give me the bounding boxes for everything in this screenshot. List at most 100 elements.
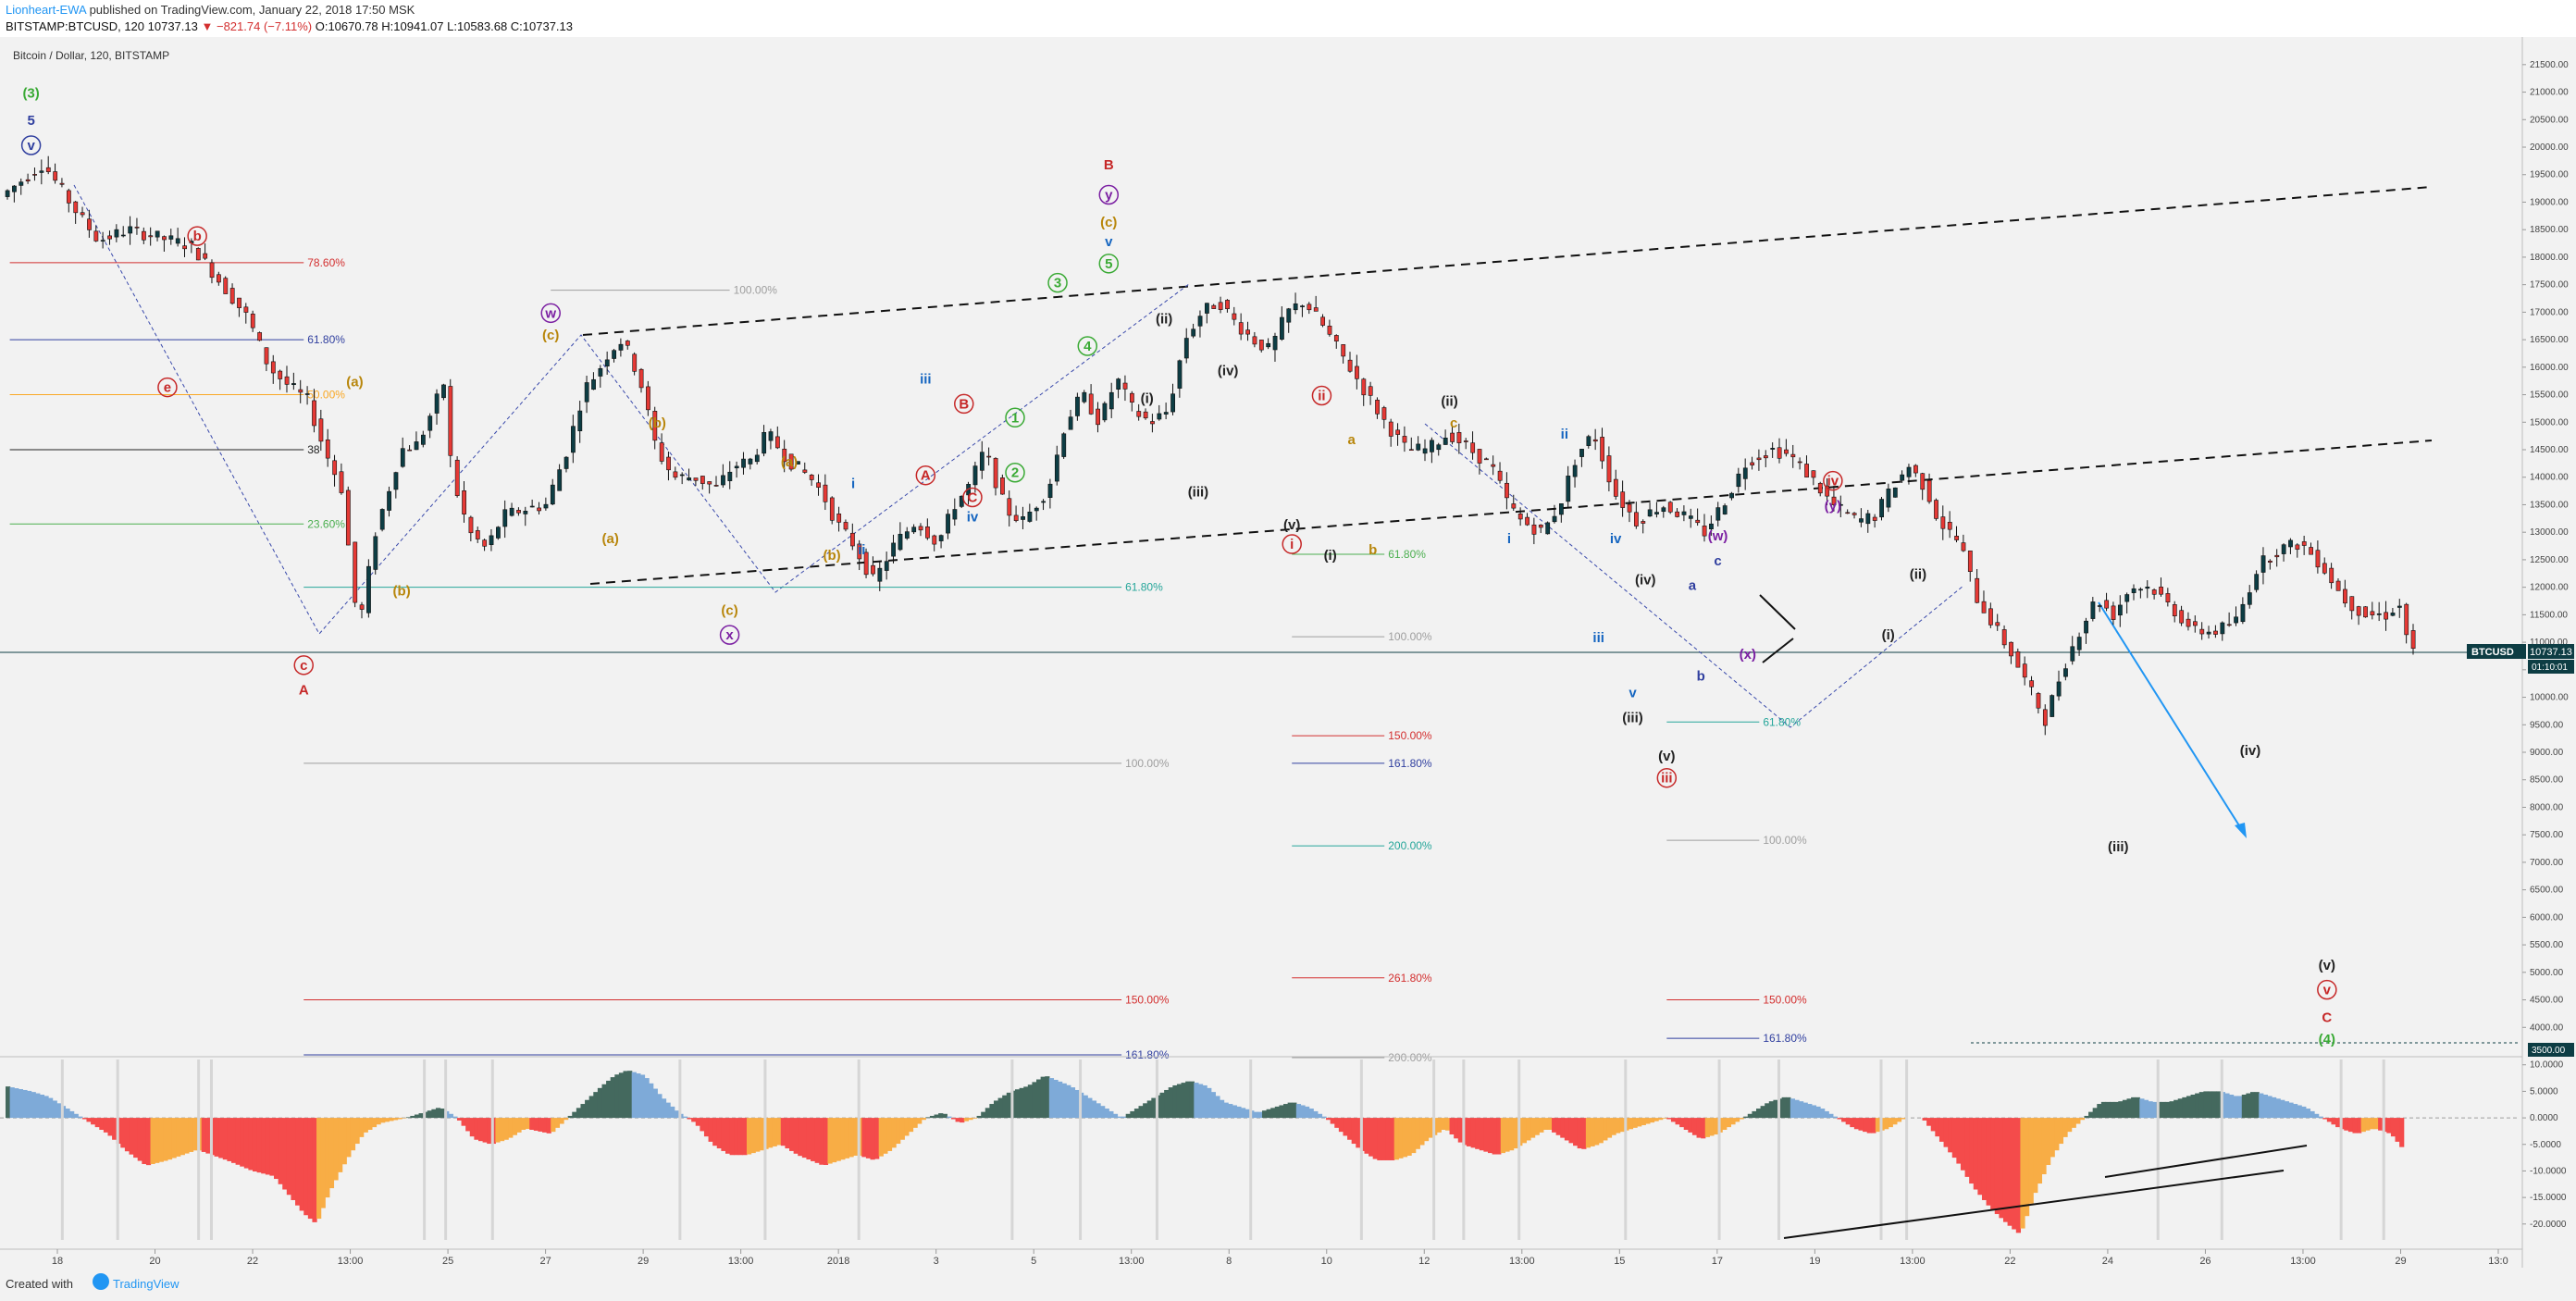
osc-bar	[2050, 1118, 2055, 1158]
osc-bar	[2037, 1118, 2043, 1184]
candle-body	[2036, 693, 2041, 709]
wave-label: 2	[1011, 465, 1019, 481]
osc-bar	[861, 1118, 867, 1158]
candle-body	[2322, 563, 2327, 574]
candle-body	[2097, 605, 2102, 607]
candle-body	[1906, 466, 1912, 477]
wave-label: ii	[858, 542, 865, 558]
candle-body	[414, 441, 419, 451]
candle-body	[1211, 304, 1217, 309]
candle-body	[2376, 613, 2382, 615]
osc-bar	[934, 1114, 939, 1119]
candle-body	[1695, 519, 1701, 524]
candle-body	[679, 474, 685, 477]
osc-bar	[2344, 1118, 2349, 1131]
price-chart[interactable]: 78.60%61.80%50.00%3823.60%61.80%100.00%1…	[0, 37, 2576, 1268]
candle-body	[1300, 305, 1305, 307]
osc-bar	[291, 1118, 296, 1200]
candle-body	[1790, 453, 1796, 458]
candle-body	[284, 376, 290, 385]
candle-body	[1150, 421, 1155, 425]
osc-bar	[2216, 1091, 2222, 1119]
osc-bar	[2058, 1118, 2064, 1145]
osc-bar	[921, 1118, 926, 1121]
osc-bar	[1662, 1118, 1667, 1119]
osc-bar	[1922, 1118, 1927, 1121]
osc-bar	[1637, 1118, 1642, 1127]
osc-bar	[721, 1118, 726, 1151]
candle-body	[1804, 464, 1809, 477]
candle-body	[250, 313, 255, 328]
osc-bar	[1832, 1116, 1839, 1119]
osc-bar	[1428, 1118, 1433, 1138]
osc-bar	[295, 1118, 301, 1206]
osc-bar	[52, 1100, 57, 1119]
wave-label-circle	[20, 135, 42, 155]
osc-bar	[1475, 1118, 1480, 1149]
candle-body	[1729, 492, 1734, 499]
candle-body	[12, 185, 17, 192]
candle-body	[857, 543, 862, 560]
candle-body	[2234, 616, 2238, 624]
candle-body	[2396, 605, 2402, 608]
osc-bar	[1730, 1118, 1736, 1125]
osc-bar	[1015, 1089, 1021, 1119]
osc-bar	[588, 1096, 594, 1119]
candle-body	[571, 426, 576, 453]
osc-bar	[2246, 1093, 2251, 1119]
osc-bar	[1402, 1118, 1408, 1158]
tradingview-logo-icon	[93, 1273, 109, 1290]
wave-label-circle	[1077, 336, 1098, 356]
osc-bar	[1300, 1105, 1306, 1119]
osc-bar	[1415, 1118, 1420, 1149]
osc-bar	[1313, 1110, 1319, 1119]
candle-body	[1102, 403, 1108, 421]
fib-level-label: 200.00%	[1388, 839, 1432, 852]
osc-session-divider	[444, 1059, 448, 1240]
osc-tick-label: -15.0000	[2530, 1193, 2567, 1203]
osc-bar	[469, 1118, 475, 1137]
candle-body	[1940, 516, 1946, 529]
osc-bar	[1603, 1118, 1608, 1141]
osc-bar	[1688, 1118, 1693, 1133]
osc-bar	[832, 1118, 837, 1163]
osc-bar	[968, 1118, 973, 1121]
candle-body	[353, 541, 358, 603]
fib-level-label: 161.80%	[1125, 1048, 1170, 1061]
osc-bar	[878, 1118, 884, 1157]
x-tick-label: 29	[638, 1256, 649, 1267]
osc-bar	[142, 1118, 147, 1164]
osc-bar	[1449, 1118, 1455, 1135]
osc-bar	[2280, 1099, 2285, 1119]
author-link[interactable]: Lionheart-EWA	[6, 3, 86, 17]
candle-body	[938, 535, 944, 541]
osc-bar	[1197, 1084, 1204, 1119]
osc-bar	[1040, 1076, 1046, 1119]
osc-bar	[2195, 1093, 2200, 1119]
osc-bar	[252, 1118, 258, 1172]
osc-bar	[2262, 1094, 2268, 1119]
fib-level-label: 23.60%	[307, 517, 345, 530]
y-tick-label: 18000.00	[2530, 253, 2569, 263]
wave-label: (iii)	[2108, 839, 2129, 855]
y-tick-label: 5500.00	[2530, 940, 2564, 950]
tradingview-link[interactable]: TradingView	[113, 1277, 180, 1291]
osc-bar	[2203, 1091, 2209, 1119]
candle-body	[1327, 326, 1332, 335]
wave-label-circle	[187, 226, 207, 246]
wave-label: B	[1104, 157, 1114, 173]
candle-body	[332, 460, 338, 476]
osc-bar	[1594, 1118, 1600, 1146]
candle-body	[707, 481, 712, 485]
osc-bar	[1896, 1118, 1902, 1122]
osc-bar	[559, 1118, 564, 1124]
candle-body	[1654, 512, 1659, 514]
wave-label: C	[968, 489, 978, 505]
candle-body	[1170, 393, 1175, 413]
candle-body	[2104, 600, 2110, 609]
wave-label-circle	[157, 377, 178, 398]
osc-bar	[1747, 1113, 1752, 1119]
candle-body	[1341, 344, 1346, 357]
osc-bar	[1768, 1101, 1775, 1119]
wave-label: (iii)	[1188, 485, 1209, 501]
